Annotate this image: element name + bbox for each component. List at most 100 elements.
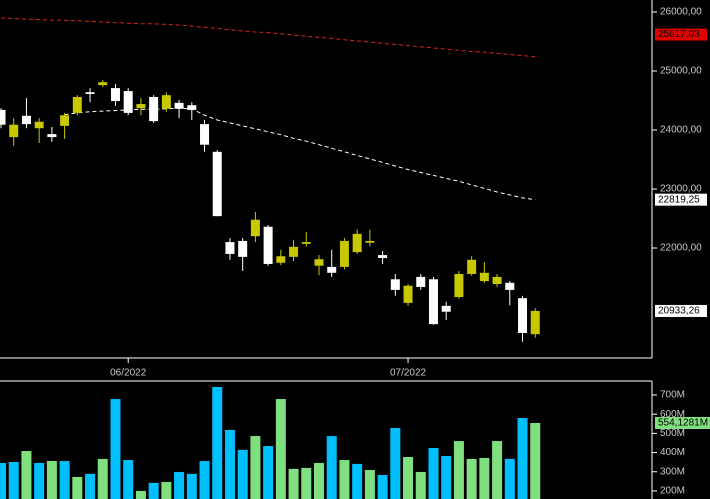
candle-body bbox=[428, 279, 438, 325]
candle-body bbox=[161, 95, 171, 109]
candle-body bbox=[327, 266, 337, 273]
candle-body bbox=[34, 121, 44, 129]
volume-bar bbox=[326, 436, 337, 499]
candle-body bbox=[467, 259, 477, 274]
candle-body bbox=[403, 285, 413, 303]
moving-average-line bbox=[64, 107, 536, 201]
volume-bar bbox=[161, 481, 172, 499]
volume-bar bbox=[301, 467, 312, 499]
volume-bar bbox=[364, 470, 375, 499]
candle-body bbox=[0, 109, 6, 125]
candle-body bbox=[9, 124, 19, 138]
candle-body bbox=[110, 88, 120, 102]
volume-bar bbox=[85, 473, 96, 499]
candle-body bbox=[263, 226, 273, 264]
candle-body bbox=[200, 124, 210, 145]
volume-bar bbox=[97, 458, 108, 499]
y-tick-label: 300M bbox=[660, 466, 685, 477]
volume-bar bbox=[377, 475, 388, 499]
volume-bar bbox=[339, 460, 350, 499]
candle-body bbox=[72, 96, 82, 113]
x-tick-label: 07/2022 bbox=[390, 368, 427, 379]
candle-body bbox=[518, 298, 528, 333]
candle-body bbox=[530, 310, 540, 335]
volume-bar bbox=[415, 471, 426, 499]
candle-body bbox=[238, 240, 248, 257]
volume-bar bbox=[504, 458, 515, 499]
candle-body bbox=[365, 240, 375, 243]
volume-bar bbox=[479, 457, 490, 499]
price-marker bbox=[655, 28, 707, 41]
volume-bar bbox=[186, 473, 197, 499]
volume-bar bbox=[224, 429, 235, 499]
y-tick-label: 400M bbox=[660, 447, 685, 458]
candle-body bbox=[47, 134, 57, 138]
volume-bar bbox=[288, 468, 299, 499]
candle-body bbox=[136, 104, 146, 109]
volume-bar bbox=[517, 418, 528, 499]
candle-body bbox=[149, 96, 159, 122]
candle-body bbox=[505, 282, 515, 290]
volume-bar bbox=[441, 456, 452, 499]
x-tick-label: 06/2022 bbox=[110, 368, 147, 379]
volume-bar bbox=[59, 461, 70, 499]
candle-body bbox=[390, 279, 400, 290]
volume-bar bbox=[135, 490, 146, 499]
volume-bar bbox=[72, 476, 83, 499]
candle-body bbox=[441, 305, 451, 312]
candle-body bbox=[212, 151, 222, 217]
moving-average-line bbox=[0, 17, 536, 58]
volume-bar bbox=[403, 456, 414, 499]
candle-body bbox=[492, 276, 502, 285]
volume-bar bbox=[492, 441, 503, 499]
volume-bar bbox=[275, 399, 286, 499]
volume-marker-label: 554,1281M bbox=[658, 418, 708, 429]
y-tick-label: 200M bbox=[660, 486, 685, 497]
candle-body bbox=[301, 242, 311, 244]
candle-body bbox=[187, 105, 197, 110]
candle-body bbox=[225, 242, 235, 254]
candle-body bbox=[276, 256, 286, 263]
price-marker-label: 25617,03 bbox=[658, 29, 700, 40]
volume-bar bbox=[46, 461, 57, 499]
volume-marker bbox=[655, 416, 710, 429]
volume-bar bbox=[237, 449, 248, 499]
candle-body bbox=[85, 92, 95, 94]
candle-body bbox=[479, 272, 489, 282]
volume-bar bbox=[8, 461, 19, 499]
candle-body bbox=[339, 240, 349, 267]
volume-bar bbox=[110, 399, 121, 499]
candle-body bbox=[289, 246, 299, 257]
candle-body bbox=[60, 115, 70, 126]
volume-bar bbox=[314, 462, 324, 499]
volume-bar bbox=[466, 458, 477, 499]
y-tick-label: 700M bbox=[660, 390, 685, 401]
volume-bar bbox=[428, 447, 439, 499]
y-tick-label: 26000,00 bbox=[660, 7, 702, 18]
volume-bar bbox=[174, 471, 185, 499]
candle-body bbox=[174, 102, 184, 109]
volume-bar bbox=[148, 482, 159, 499]
volume-bar bbox=[21, 451, 32, 499]
candle-body bbox=[98, 82, 108, 86]
volume-bar bbox=[263, 446, 274, 499]
candle-body bbox=[378, 255, 388, 259]
volume-bar bbox=[34, 462, 45, 499]
volume-bar bbox=[123, 460, 134, 499]
volume-bar bbox=[530, 422, 541, 499]
candle-body bbox=[454, 273, 464, 297]
volume-bar bbox=[0, 462, 6, 499]
volume-bar bbox=[199, 461, 210, 499]
price-marker-label: 20933,26 bbox=[658, 306, 700, 317]
volume-bar bbox=[453, 441, 464, 499]
volume-bar bbox=[212, 386, 223, 499]
candle-body bbox=[314, 259, 324, 266]
candle-body bbox=[250, 219, 260, 237]
volume-bar bbox=[250, 436, 261, 499]
price-marker bbox=[655, 304, 707, 317]
y-tick-label: 22000,00 bbox=[660, 243, 702, 254]
volume-bar bbox=[390, 428, 401, 499]
candle-body bbox=[352, 233, 362, 253]
y-tick-label: 500M bbox=[660, 428, 685, 439]
